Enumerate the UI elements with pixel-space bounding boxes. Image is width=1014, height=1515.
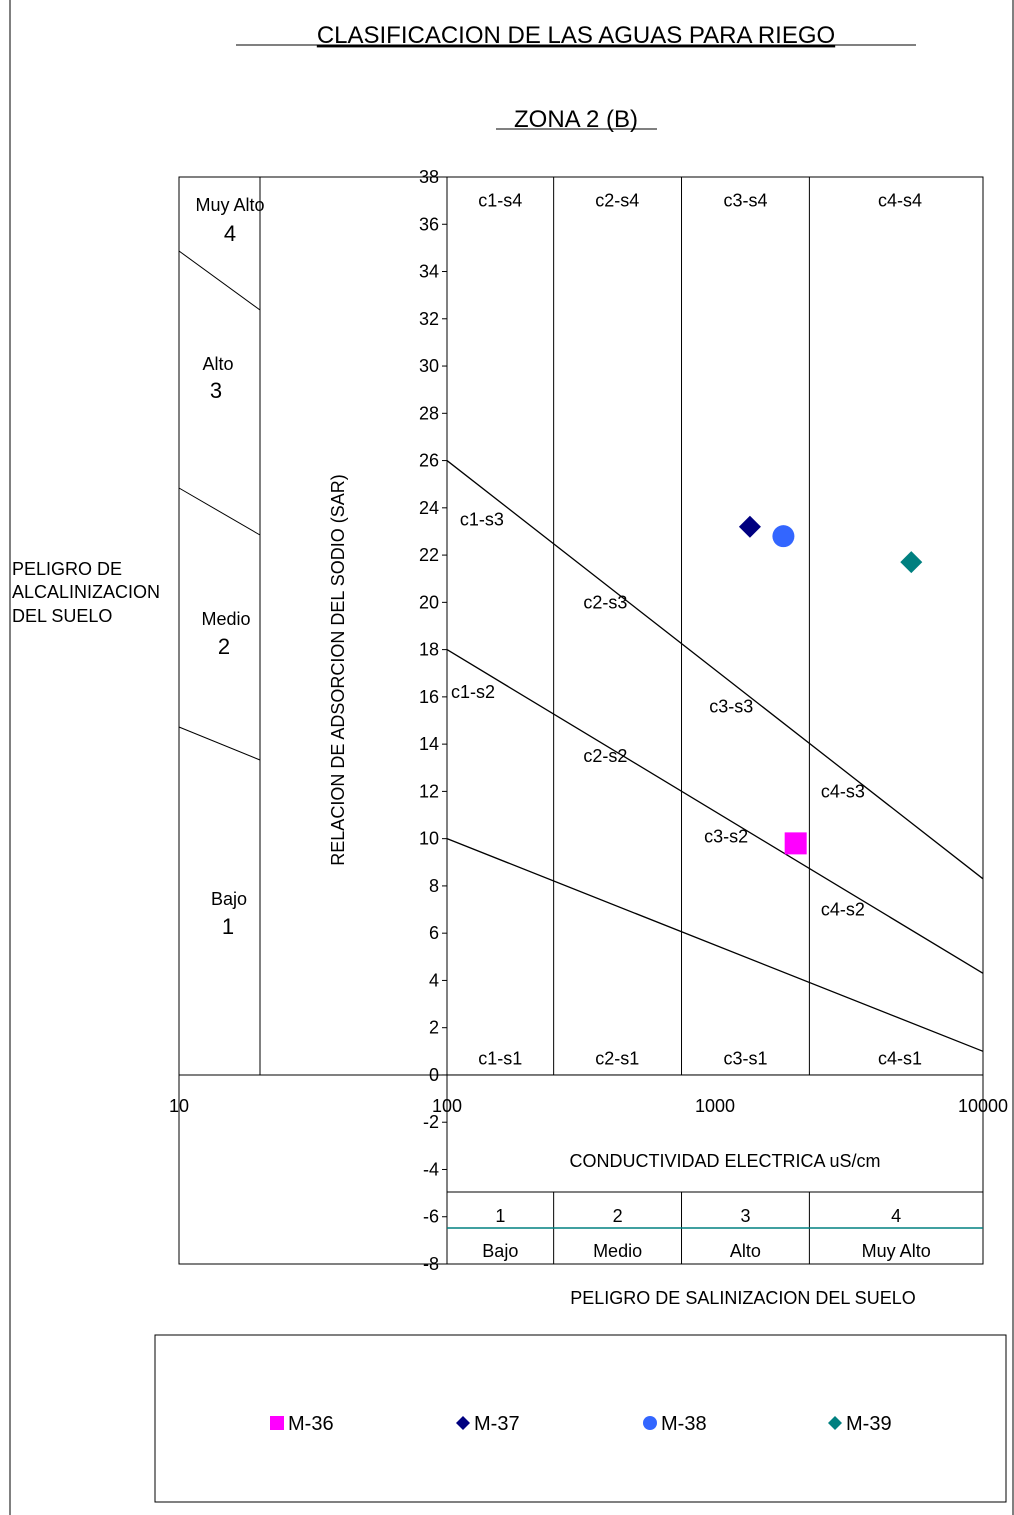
zone-label-c2-s1: c2-s1 (595, 1048, 639, 1068)
zone-label-c2-s2: c2-s2 (583, 746, 627, 766)
y-tick-label: 24 (419, 498, 439, 518)
alkalinity-number-4: 4 (224, 221, 236, 246)
alkalinity-label-2: Medio (201, 609, 250, 629)
legend-marker-M-39 (828, 1416, 842, 1430)
y-axis-title-line-1: PELIGRO DE (12, 559, 122, 579)
sar-boundary-line-2 (446, 649, 984, 974)
y-tick-label: 32 (419, 309, 439, 329)
y-tick-label: 34 (419, 262, 439, 282)
alkalinity-divider-3-4 (178, 250, 261, 311)
zone-label-c1-s4: c1-s4 (478, 191, 522, 211)
alkalinity-number-1: 1 (222, 914, 234, 939)
zone-label-c4-s1: c4-s1 (878, 1048, 922, 1068)
y-tick-label: 16 (419, 687, 439, 707)
legend: M-36 M-37 M-38 M-39 (154, 1334, 1007, 1503)
zone-label-c4-s2: c4-s2 (821, 900, 865, 920)
y-tick-label: -4 (423, 1159, 439, 1179)
legend-label-M-38: M-38 (661, 1413, 707, 1435)
y-axis-label: RELACION DE ADSORCION DEL SODIO (SAR) (328, 474, 348, 865)
alkalinity-label-1: Bajo (211, 889, 247, 909)
zone-label-c4-s3: c4-s3 (821, 781, 865, 801)
bottom-panel-frame (178, 1074, 984, 1265)
y-tick-label: 38 (419, 167, 439, 187)
y-tick-label: -6 (423, 1207, 439, 1227)
alkalinity-divider-1-2 (178, 726, 261, 761)
y-tick-label: 12 (419, 781, 439, 801)
zone-label-c1-s3: c1-s3 (460, 510, 504, 530)
zone-label-c1-s2: c1-s2 (451, 682, 495, 702)
zone-label-c3-s1: c3-s1 (724, 1048, 768, 1068)
x-axis-label: CONDUCTIVIDAD ELECTRICA uS/cm (569, 1151, 880, 1171)
x-tick-label: 1000 (695, 1096, 735, 1116)
legend-label-M-39: M-39 (846, 1413, 892, 1435)
y-tick-label: 2 (429, 1018, 439, 1038)
legend-frame (154, 1334, 1007, 1503)
salinity-class-label-2: Medio (593, 1241, 642, 1261)
legend-marker-M-36 (270, 1416, 284, 1430)
sar-boundary-line-3 (446, 460, 984, 880)
salinity-class-number-3: 3 (740, 1206, 750, 1226)
y-tick-label: 6 (429, 923, 439, 943)
y-tick-label: 14 (419, 734, 439, 754)
zone-label-c3-s2: c3-s2 (704, 826, 748, 846)
salinity-class-label-3: Alto (730, 1241, 761, 1261)
alkalinity-label-4: Muy Alto (195, 195, 264, 215)
zone-label-c2-s3: c2-s3 (583, 592, 627, 612)
legend-label-M-37: M-37 (474, 1413, 520, 1435)
alkalinity-number-3: 3 (210, 378, 222, 403)
y-tick-label: 28 (419, 403, 439, 423)
zone-label-c2-s4: c2-s4 (595, 191, 639, 211)
legend-label-M-36: M-36 (288, 1413, 334, 1435)
salinity-class-number-2: 2 (613, 1206, 623, 1226)
salinity-class-label-4: Muy Alto (862, 1241, 931, 1261)
x-axis-title: PELIGRO DE SALINIZACION DEL SUELO (570, 1288, 915, 1308)
y-tick-label: 18 (419, 640, 439, 660)
salinity-class-number-4: 4 (891, 1206, 901, 1226)
legend-marker-M-38 (643, 1416, 657, 1430)
y-axis-title-block: PELIGRO DE ALCALINIZACION DEL SUELO (12, 559, 160, 626)
y-tick-label: 4 (429, 970, 439, 990)
alkalinity-panel: Muy Alto 4 Alto 3 Medio 2 Bajo 1 (178, 176, 265, 1076)
legend-marker-M-37 (456, 1416, 470, 1430)
data-point-M-36 (784, 832, 807, 855)
salinity-class-number-1: 1 (495, 1206, 505, 1226)
salinity-class-label-1: Bajo (482, 1241, 518, 1261)
alkalinity-label-3: Alto (202, 354, 233, 374)
zone-label-c4-s4: c4-s4 (878, 191, 922, 211)
y-tick-label: 22 (419, 545, 439, 565)
zone-label-c1-s1: c1-s1 (478, 1048, 522, 1068)
y-tick-label: 26 (419, 451, 439, 471)
y-axis-title-line-3: DEL SUELO (12, 606, 112, 626)
y-axis-title-line-2: ALCALINIZACION (12, 582, 160, 602)
y-tick-label: -2 (423, 1112, 439, 1132)
salinity-table: CONDUCTIVIDAD ELECTRICA uS/cm PELIGRO DE… (178, 1074, 984, 1308)
sar-boundary-line-1 (446, 838, 984, 1052)
y-tick-label: 8 (429, 876, 439, 896)
data-point-M-38 (772, 525, 795, 548)
y-tick-label: 30 (419, 356, 439, 376)
y-tick-label: 20 (419, 592, 439, 612)
plot-frame (446, 176, 984, 1076)
data-point-M-39 (900, 551, 923, 574)
plot-area: -8-6-4-202468101214161820222426283032343… (169, 167, 1008, 1274)
zone-label-c3-s4: c3-s4 (724, 191, 768, 211)
y-tick-label: 36 (419, 214, 439, 234)
zone-label-c3-s3: c3-s3 (709, 696, 753, 716)
alkalinity-number-2: 2 (218, 634, 230, 659)
y-tick-label: 10 (419, 829, 439, 849)
alkalinity-divider-2-3 (178, 487, 261, 536)
data-point-M-37 (738, 515, 761, 538)
